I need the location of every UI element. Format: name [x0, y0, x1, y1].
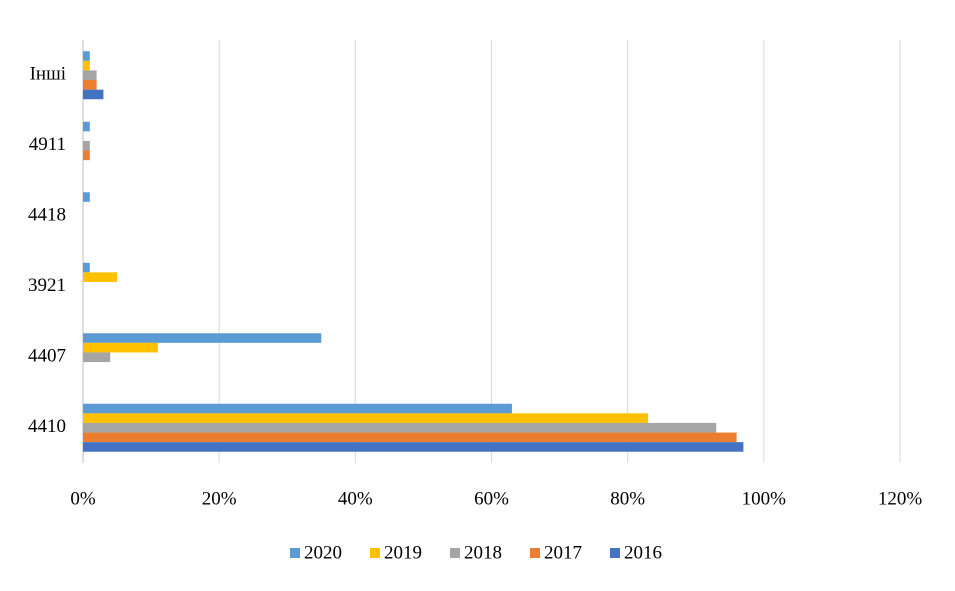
x-tick-label: 100% [742, 488, 787, 509]
bar [83, 70, 97, 81]
legend-label: 2019 [384, 542, 422, 563]
x-tick-label: 120% [878, 488, 923, 509]
y-tick-label: 4911 [29, 134, 66, 155]
x-tick-label: 0% [70, 488, 96, 509]
bar [83, 192, 90, 202]
legend-label: 2018 [464, 542, 502, 563]
legend-swatch [450, 548, 460, 558]
bar [83, 422, 717, 433]
bar [83, 413, 649, 423]
bar [83, 262, 90, 273]
x-tick-label: 40% [338, 488, 373, 509]
bar [83, 442, 744, 452]
bar [83, 432, 737, 443]
legend-swatch [530, 548, 540, 558]
bar [83, 140, 90, 151]
legend-label: 2017 [544, 542, 582, 563]
y-tick-label: 4410 [28, 416, 66, 437]
bar [83, 333, 322, 343]
bar [83, 80, 97, 90]
bar [83, 403, 512, 414]
bar [83, 121, 90, 132]
legend-swatch [290, 548, 300, 558]
legend-label: 2020 [304, 542, 342, 563]
legend-swatch [610, 548, 620, 558]
bar [83, 60, 90, 71]
bar [83, 150, 90, 161]
bar [83, 272, 118, 282]
y-tick-label: 3921 [28, 275, 66, 296]
y-tick-label: Інші [30, 64, 66, 85]
x-tick-label: 60% [474, 488, 509, 509]
legend-swatch [370, 548, 380, 558]
bar [83, 89, 104, 100]
x-tick-label: 20% [202, 488, 237, 509]
y-tick-label: 4418 [28, 205, 66, 226]
x-tick-label: 80% [610, 488, 645, 509]
legend-label: 2016 [624, 542, 662, 563]
y-tick-label: 4407 [28, 346, 66, 367]
bar [83, 51, 90, 61]
bar [83, 352, 111, 363]
bar [83, 342, 158, 353]
